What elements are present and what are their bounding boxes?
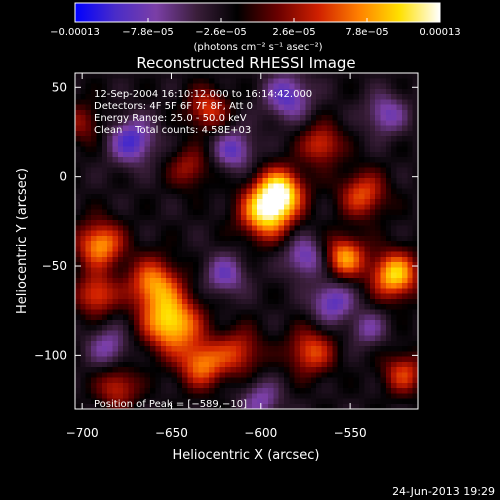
colorbar-gradient (74, 2, 441, 23)
x-axis-ticks: −700 −650 −600 −550 (66, 73, 367, 440)
y-axis-ticks: 50 0 −50 −100 (34, 80, 418, 362)
colorbar-tick-label: −7.8e−05 (122, 27, 174, 38)
annotation-clean-counts: Clean Total counts: 4.58E+03 (94, 125, 251, 136)
annotation-block: 12-Sep-2004 16:10:12.000 to 16:14:42.000… (94, 89, 312, 136)
colorbar-tick-label: 2.6e−05 (272, 27, 315, 38)
colorbar-ticks: −0.00013 −7.8e−05 −2.6e−05 2.6e−05 7.8e−05 0.… (50, 18, 461, 38)
annotation-time-range: 12-Sep-2004 16:10:12.000 to 16:14:42.000 (94, 89, 312, 100)
y-tick-label: 50 (52, 80, 67, 94)
plot-frame (74, 72, 419, 410)
colorbar-unit-label: (photons cm⁻² s⁻¹ asec⁻²) (193, 42, 322, 53)
x-tick-label: −700 (66, 426, 99, 440)
heatmap-raster (75, 73, 418, 409)
y-tick-label: 0 (59, 170, 67, 184)
x-tick-label: −600 (244, 426, 277, 440)
heatmap-image (75, 73, 418, 409)
colorbar-tick-label: −0.00013 (50, 27, 100, 38)
y-tick-label: −100 (34, 348, 67, 362)
annotation-detectors: Detectors: 4F 5F 6F 7F 8F, Att 0 (94, 101, 253, 112)
colorbar-tick-label: 0.00013 (419, 27, 460, 38)
annotation-energy-range: Energy Range: 25.0 - 50.0 keV (94, 113, 247, 124)
footer-timestamp: 24-Jun-2013 19:29 (392, 485, 495, 498)
colorbar: −0.00013 −7.8e−05 −2.6e−05 2.6e−05 7.8e−05 0.… (50, 2, 461, 53)
y-tick-label: −50 (42, 259, 67, 273)
colorbar-tick-label: −2.6e−05 (195, 27, 247, 38)
x-tick-label: −550 (334, 426, 367, 440)
chart-title: Reconstructed RHESSI Image (136, 54, 355, 72)
x-axis-label: Heliocentric X (arcsec) (173, 448, 320, 463)
x-tick-label: −650 (155, 426, 188, 440)
peak-position-label: Position of Peak = [−589,−10] (94, 399, 247, 410)
colorbar-tick-label: 7.8e−05 (345, 27, 388, 38)
y-axis-label: Heliocentric Y (arcsec) (15, 168, 30, 314)
